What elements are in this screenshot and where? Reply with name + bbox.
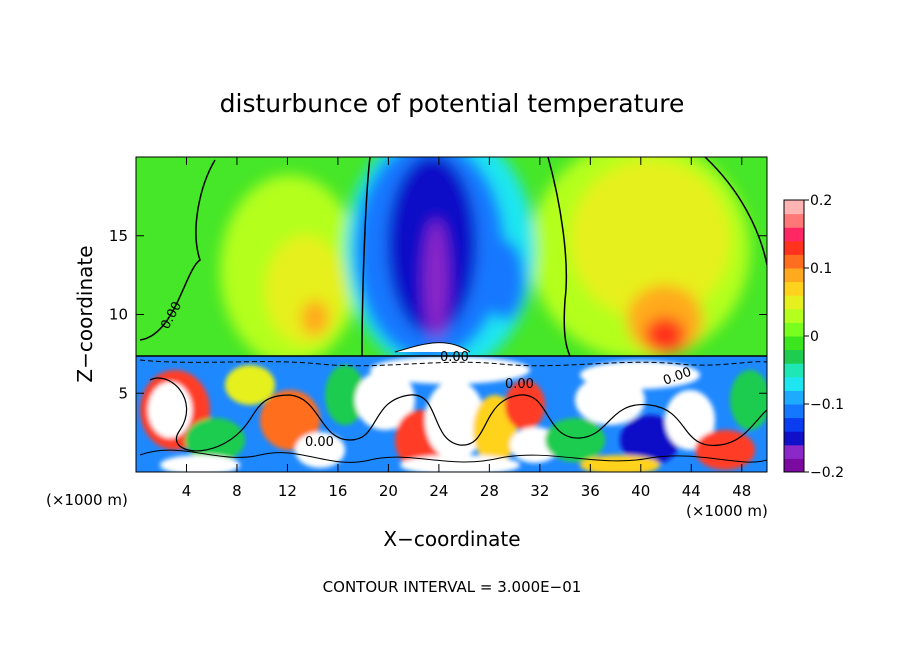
colorbar-tick-label: −0.2 [810,465,844,481]
colorbar-swatch [784,254,804,269]
contour-label: 0.00 [305,435,334,450]
colorbar-swatch [784,200,804,215]
colorbar-swatch [784,213,804,228]
x-tick-label: 24 [429,482,448,500]
colorbar-swatch [784,417,804,432]
x-tick-label: 4 [182,482,192,500]
colorbar-swatch [784,404,804,419]
colorbar-swatch [784,281,804,296]
x-axis-unit-left: (×1000 m) [46,491,128,509]
y-tick-label: 15 [109,227,128,245]
lower-field [136,356,767,472]
colorbar-tick-label: −0.1 [810,397,844,413]
y-tick-label: 10 [109,306,128,324]
colorbar-swatch [784,240,804,255]
x-tick-label: 36 [581,482,600,500]
x-tick-label: 16 [328,482,347,500]
colorbar-ticks: 0.2 0.1 0 −0.1 −0.2 [804,193,844,481]
y-axis-label: Z−coordinate [73,245,97,382]
colorbar: 0.2 0.1 0 −0.1 −0.2 [783,193,844,481]
y-tick-label: 5 [118,384,128,402]
colorbar-swatch [784,376,804,391]
x-axis-unit-right: (×1000 m) [686,502,768,520]
colorbar-swatch [784,390,804,405]
colorbar-tick-label: 0 [810,329,819,345]
x-tick-label: 48 [732,482,751,500]
colorbar-swatch [784,268,804,283]
x-tick-label: 40 [631,482,650,500]
colorbar-swatch [784,295,804,310]
colorbar-swatches [784,200,804,473]
colorbar-tick-label: 0.2 [810,193,832,209]
x-tick-label: 44 [682,482,701,500]
colorbar-swatch [784,431,804,446]
colorbar-swatch [784,336,804,351]
colorbar-swatch [784,349,804,364]
plot-area: 0.00 0.00 0.00 0.00 0.00 4 8 12 16 20 24 28 32 3… [109,156,768,500]
x-tick-label: 8 [232,482,242,500]
contour-interval-note: CONTOUR INTERVAL = 3.000E−01 [323,578,582,596]
colorbar-swatch [784,444,804,459]
colorbar-swatch [784,363,804,378]
colorbar-tick-label: 0.1 [810,261,832,277]
colorbar-swatch [784,227,804,242]
contour-label: 0.00 [440,350,469,365]
x-tick-label: 12 [278,482,297,500]
x-tick-label: 28 [480,482,499,500]
contour-label: 0.00 [505,377,534,392]
chart-title: disturbunce of potential temperature [220,89,685,118]
x-tick-label: 32 [530,482,549,500]
colorbar-swatch [784,322,804,337]
x-axis-label: X−coordinate [383,527,520,551]
x-tick-label: 20 [379,482,398,500]
upper-field [136,157,767,356]
colorbar-swatch [784,308,804,323]
colorbar-swatch [784,458,804,473]
x-axis: 4 8 12 16 20 24 28 32 36 40 44 48 [182,157,751,500]
y-axis: 5 10 15 [109,227,767,402]
